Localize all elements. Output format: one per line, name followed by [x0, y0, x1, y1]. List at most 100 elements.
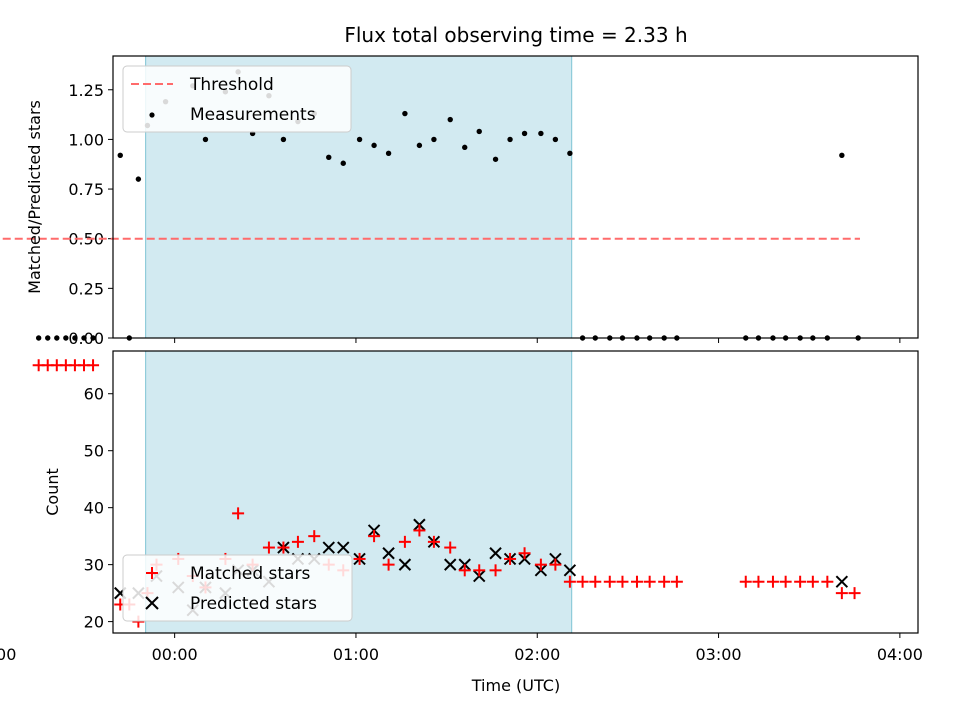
top-legend: Threshold Measurements — [122, 65, 352, 133]
bottom-y-tick-label: 40 — [84, 499, 104, 518]
matched-point — [821, 575, 834, 588]
predicted-point — [489, 547, 502, 560]
matched-point — [87, 359, 100, 372]
matched-point — [643, 575, 656, 588]
measurement-point — [35, 335, 42, 341]
matched-point — [848, 587, 861, 600]
legend-predicted-label: Predicted stars — [190, 594, 317, 614]
measurement-point — [63, 335, 69, 341]
matched-point — [752, 575, 765, 588]
matched-point — [262, 541, 275, 554]
measurement-point — [90, 335, 96, 341]
matched-point — [766, 575, 779, 588]
predicted-point — [322, 541, 335, 554]
matched-point — [563, 575, 576, 588]
x-tick-label: 01:00 — [333, 645, 379, 664]
measurement-point — [567, 150, 573, 157]
measurement-point — [371, 142, 377, 149]
top-y-tick-label: 1.00 — [68, 130, 104, 149]
legend-measurements-swatch — [149, 112, 155, 118]
matched-point — [413, 524, 426, 537]
measurement-point — [447, 116, 453, 123]
measurement-point — [81, 335, 87, 341]
top-y-tick-label: 0.75 — [68, 180, 104, 199]
top-y-tick-label: 0.50 — [68, 230, 104, 249]
matched-point — [427, 535, 440, 548]
matched-point — [382, 558, 395, 571]
top-y-axis-label: Matched/Predicted stars — [25, 100, 44, 294]
measurement-point — [117, 152, 123, 158]
bottom-y-tick-label: 20 — [84, 613, 104, 632]
measurement-point — [340, 160, 346, 166]
matched-point — [589, 575, 602, 588]
bottom-y-axis-label: Count — [43, 468, 62, 516]
x-tick-label: 03:00 — [696, 645, 742, 664]
top-y-tick-label: 1.25 — [68, 81, 104, 100]
measurement-point — [45, 335, 51, 341]
bottom-axes-frame — [112, 350, 919, 634]
matched-point — [779, 575, 792, 588]
matched-point — [458, 564, 471, 577]
predicted-point — [444, 558, 457, 571]
matched-point — [806, 575, 819, 588]
matched-point — [473, 564, 486, 577]
matched-point — [670, 575, 683, 588]
chart-title: Flux total observing time = 2.33 h — [344, 23, 687, 47]
matched-point — [353, 552, 366, 565]
matched-point — [291, 535, 304, 548]
measurement-point — [326, 154, 332, 160]
top-y-tick-label: 0.25 — [68, 279, 104, 298]
x-axis-label: Time (UTC) — [471, 676, 560, 695]
predicted-point — [563, 564, 577, 577]
predicted-point — [337, 541, 350, 554]
measurement-point — [476, 128, 482, 135]
top-panel: 0.000.250.500.751.001.25 Matched/Predict… — [0, 55, 919, 348]
measurement-point — [492, 156, 499, 162]
x-tick-label: 23:00 — [0, 645, 16, 664]
measurement-point — [202, 136, 209, 143]
predicted-point — [398, 558, 412, 571]
bottom-y-tick-label: 50 — [84, 442, 104, 461]
measurement-point — [839, 152, 845, 158]
measurement-point — [280, 136, 287, 143]
matched-point — [658, 575, 671, 588]
bottom-y-tick-label: 30 — [84, 556, 104, 575]
matched-point — [308, 530, 321, 543]
matched-point — [630, 575, 643, 588]
legend-measurements-label: Measurements — [190, 105, 316, 125]
predicted-point — [835, 575, 849, 588]
matched-point — [549, 558, 562, 571]
matched-point — [739, 575, 752, 588]
bottom-legend: Matched stars Predicted stars — [122, 554, 353, 622]
measurement-point — [385, 150, 392, 157]
matched-point — [504, 552, 517, 565]
measurement-point — [507, 136, 513, 143]
measurement-point — [402, 110, 408, 117]
matched-point — [518, 547, 531, 560]
measurement-point — [356, 136, 363, 143]
measurement-point — [538, 130, 544, 137]
measurement-point — [135, 176, 142, 182]
legend-matched-swatch — [146, 567, 158, 579]
matched-point — [576, 575, 589, 588]
x-tick-label: 04:00 — [877, 645, 923, 664]
matched-point — [444, 541, 457, 554]
legend-threshold-label: Threshold — [189, 75, 274, 95]
legend-matched-label: Matched stars — [190, 564, 310, 584]
measurement-point — [416, 142, 423, 149]
matched-point — [616, 575, 629, 588]
matched-point — [277, 541, 290, 554]
measurement-point — [72, 335, 78, 341]
measurement-point — [462, 144, 468, 151]
measurement-point — [54, 335, 60, 341]
predicted-point — [382, 547, 395, 560]
x-tick-label: 02:00 — [514, 645, 560, 664]
matched-point — [603, 575, 616, 588]
matched-point — [368, 530, 381, 543]
matched-point — [489, 564, 502, 577]
top-axes-frame — [112, 55, 919, 339]
measurement-point — [521, 130, 528, 137]
measurement-point — [552, 136, 559, 143]
